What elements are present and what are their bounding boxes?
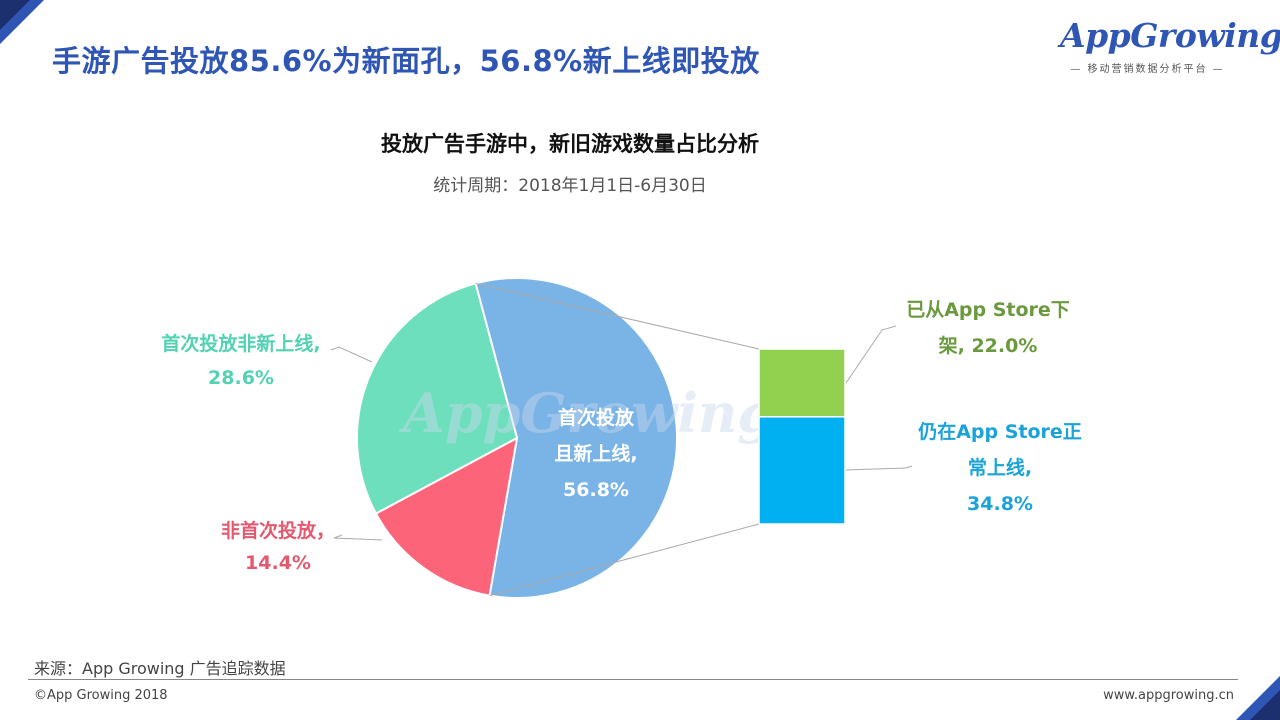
breakdown-segment-0 <box>758 348 846 418</box>
slice-label-2-line-1: 28.6% <box>208 367 274 389</box>
breakdown-leader-1 <box>845 465 913 471</box>
breakdown-label-1-line-0: 仍在App Store正 <box>918 420 1082 443</box>
data-source-note: 来源：App Growing 广告追踪数据 <box>34 659 286 678</box>
breakdown-label-0-line-1: 架, 22.0% <box>938 335 1038 357</box>
slice-label-1-line-1: 14.4% <box>245 552 311 574</box>
page-title: 手游广告投放85.6%为新面孔，56.8%新上线即投放 <box>52 44 760 78</box>
pie-slice-0 <box>474 276 678 599</box>
connector-line-top <box>475 282 760 350</box>
breakdown-segment-1 <box>758 416 846 525</box>
logo-tagline: — 移动营销数据分析平台 — <box>1070 64 1225 75</box>
leader-line-slice-1 <box>333 534 383 541</box>
connector-line-bottom <box>489 523 760 597</box>
breakdown-label-0-line-0: 已从App Store下 <box>906 299 1070 321</box>
slice-label-0-line-2: 56.8% <box>563 479 629 501</box>
breakdown-label-1-line-2: 34.8% <box>967 493 1033 515</box>
watermark-logo: AppGrowing <box>398 381 775 445</box>
footer-divider <box>28 679 1238 680</box>
chart-subtitle: 统计周期：2018年1月1日-6月30日 <box>433 176 707 196</box>
breakdown-label-1-line-1: 常上线, <box>968 456 1032 479</box>
breakdown-leader-0 <box>845 325 897 384</box>
leader-line-slice-2 <box>330 346 373 363</box>
slice-label-2-line-0: 首次投放非新上线, <box>161 332 320 355</box>
website-link[interactable]: www.appgrowing.cn <box>1103 688 1234 703</box>
slice-label-0-line-0: 首次投放 <box>558 406 635 429</box>
corner-decoration-bottom-right-dark <box>1250 690 1280 720</box>
pie-slice-2 <box>356 282 519 515</box>
slice-label-0-line-1: 且新上线, <box>554 442 637 465</box>
corner-decoration-top-left-dark <box>0 0 30 30</box>
chart-title: 投放广告手游中，新旧游戏数量占比分析 <box>381 132 759 156</box>
copyright-text: ©App Growing 2018 <box>34 688 168 703</box>
slice-label-1-line-0: 非首次投放， <box>221 519 335 542</box>
pie-slice-1 <box>374 436 519 597</box>
